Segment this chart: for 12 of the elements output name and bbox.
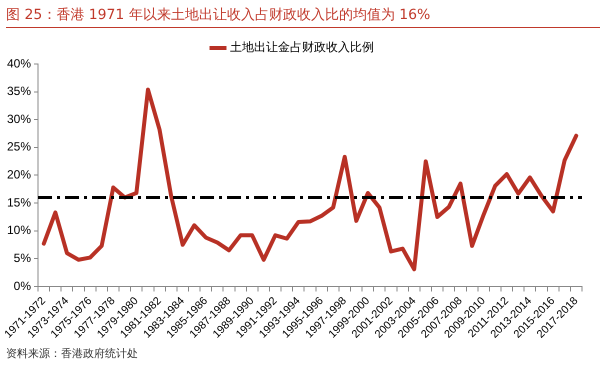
y-tick-label: 20% [6, 168, 32, 182]
y-tick-label: 25% [6, 140, 32, 154]
text: 资料来源：香港政府统计处 [6, 346, 138, 361]
y-tick-label: 5% [14, 250, 32, 265]
y-tick-label: 40% [6, 56, 32, 70]
legend-label: 土地出让金占财政收入比例 [230, 40, 374, 54]
y-tick-label: 35% [6, 84, 32, 98]
chart-title: 图 25：香港 1971 年以来土地出让收入占财政收入比的均值为 16% [6, 6, 600, 28]
y-tick-label: 0% [14, 278, 32, 293]
y-tick-label: 15% [6, 195, 32, 210]
y-tick-label: 10% [6, 223, 32, 238]
y-tick-label: 30% [6, 112, 32, 126]
